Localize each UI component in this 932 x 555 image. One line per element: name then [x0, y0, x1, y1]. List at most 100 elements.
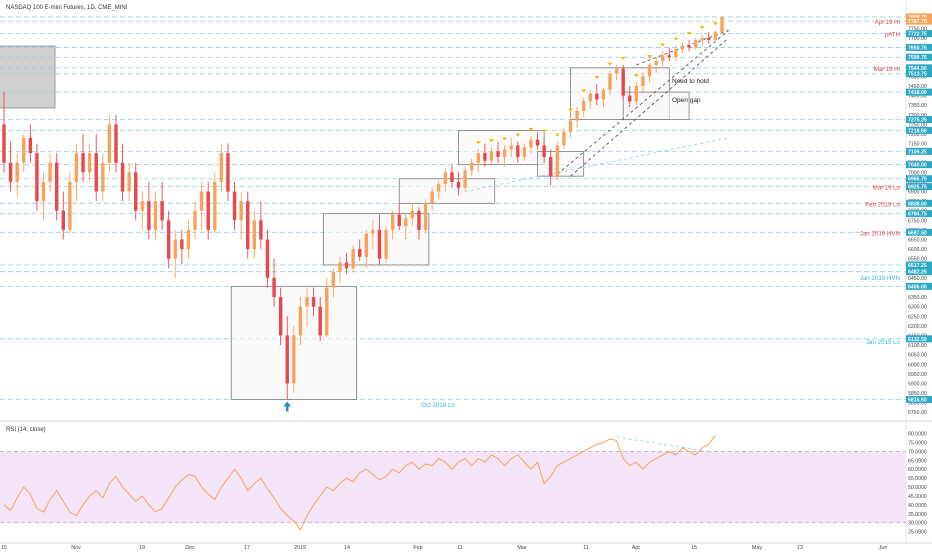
candle-body [28, 137, 33, 154]
y-tick-label: 5800.00 [908, 401, 927, 407]
rsi-tick-label: 40.0000 [908, 503, 927, 509]
signal-marker [607, 62, 613, 66]
candle-body [364, 233, 368, 257]
x-tick-label: May [752, 545, 762, 550]
candle-body [535, 139, 540, 146]
y-tick-label: 6250.00 [908, 314, 927, 320]
signal-marker [554, 133, 560, 137]
price-tag-bg [906, 395, 932, 403]
candle-body [489, 151, 494, 161]
candle-body [542, 145, 546, 157]
candle-body [166, 220, 171, 259]
rsi-tick-label: 65.0000 [908, 458, 927, 464]
level-annotation: Jan 2019 Lo [866, 339, 901, 346]
rsi-label: RSI (14, close) [6, 427, 46, 433]
y-tick-label: 6950.00 [908, 180, 927, 186]
candle-body [687, 45, 691, 48]
candle-body [549, 156, 553, 177]
y-tick-label: 7150.00 [908, 142, 927, 148]
candle-body [8, 162, 13, 182]
candle-body [134, 172, 138, 211]
candle-body [450, 172, 454, 182]
price-tag-bg [906, 43, 932, 51]
candle-body [483, 153, 487, 161]
x-tick-label: 2019 [294, 545, 306, 550]
candle-body [502, 149, 507, 157]
price-tag-label: 7109.25 [908, 149, 927, 155]
candle-body [628, 95, 632, 102]
candle-body [693, 39, 698, 48]
arrow-up-icon [283, 401, 292, 412]
price-tag-bg [906, 64, 932, 72]
price-tag-label: 6784.75 [908, 212, 927, 218]
candle-body [608, 73, 612, 90]
candle-body [371, 229, 375, 234]
candle-body [298, 306, 303, 336]
y-tick-label: 6100.00 [908, 343, 927, 349]
candle-body [555, 145, 560, 177]
candle-body [2, 124, 6, 163]
candle-body [654, 61, 658, 65]
y-tick-label: 7000.00 [908, 170, 927, 176]
candle-body [213, 181, 217, 230]
candle-body [720, 16, 724, 33]
candle-body [68, 181, 72, 230]
candle-body [437, 183, 441, 192]
candle-body [476, 153, 480, 163]
candle-body [15, 162, 19, 182]
price-tag-label: 7599.75 [908, 55, 927, 61]
price-tag-label: 7722.75 [908, 32, 927, 38]
candle-body [601, 89, 606, 100]
box-6 [622, 91, 690, 120]
candle-body [153, 201, 158, 230]
candle-body [595, 93, 599, 100]
y-tick-label: 6600.00 [908, 247, 927, 253]
signal-marker [660, 43, 666, 47]
candle-body [331, 272, 336, 288]
candle-body [81, 153, 85, 173]
level-annotation: Mar'19 Hi [874, 66, 900, 73]
level-annotation: Mar'19 Lo [873, 185, 901, 192]
y-tick-label: 6900.00 [908, 190, 927, 196]
candle-body [35, 153, 39, 202]
time-axis: 15 Nov 19 Dec 17 2019 14 Feb 11 Mar 11 Apr 15 May 13 Ju… [1, 545, 887, 551]
rsi-tick-label: 70.0000 [908, 449, 927, 455]
signal-marker [502, 137, 508, 141]
candle-body [641, 76, 645, 86]
rsi-tick-label: 60.0000 [908, 467, 927, 473]
y-tick-label: 6200.00 [908, 324, 927, 330]
candle-body [443, 172, 448, 184]
candle-body [707, 37, 711, 40]
y-tick-label: 6550.00 [908, 257, 927, 263]
price-tag-label: 6925.75 [908, 185, 927, 191]
price-tag-bg [906, 261, 932, 269]
price-tag-label: 7513.75 [908, 72, 927, 78]
candle-body [423, 203, 428, 230]
price-tag-bg [906, 282, 932, 290]
x-tick-label: 11 [583, 545, 589, 550]
price-tag-bg [906, 183, 932, 191]
candle-body [285, 335, 289, 384]
trendline-support-upper [557, 29, 729, 175]
candle-body [647, 64, 652, 77]
y-tick-label: 7200.00 [908, 132, 927, 138]
rsi-panel: 80.0000 75.0000 70.0000 65.0000 60.0000 55.00… [0, 432, 927, 536]
y-tick-label: 6000.00 [908, 362, 927, 368]
chart-title: NASDAQ 100 E-mini Futures, 1D, CME_MINI [6, 5, 128, 11]
signal-marker [541, 129, 547, 133]
signal-marker [673, 37, 679, 41]
candle-body [147, 201, 151, 230]
candle-body [292, 335, 296, 384]
candle-body [674, 49, 678, 58]
candle-body [516, 145, 520, 157]
rsi-tick-label: 50.0000 [908, 485, 927, 491]
candle-body [390, 214, 395, 230]
candle-body [634, 85, 639, 102]
candle-body [351, 249, 355, 269]
candle-body [397, 214, 401, 227]
y-tick-label: 7350.00 [908, 103, 927, 109]
candle-body [614, 68, 619, 74]
note-need-to-hold: Need to hold [672, 78, 709, 85]
